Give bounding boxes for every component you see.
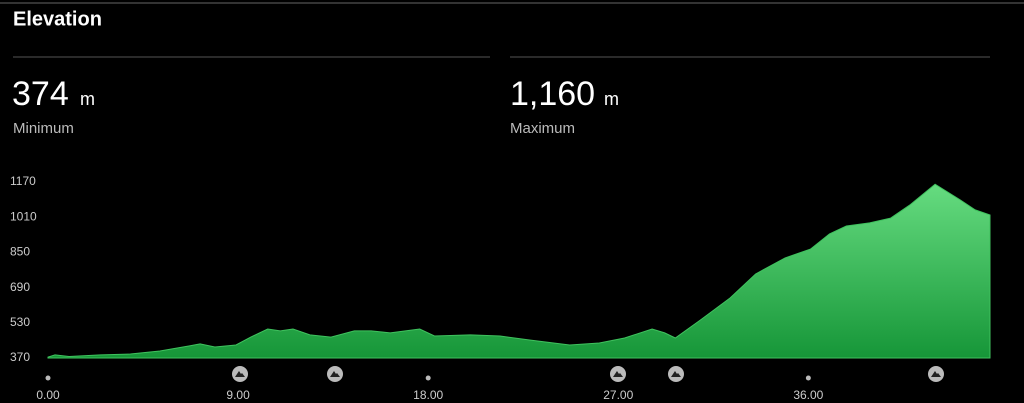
max-label: Maximum	[510, 120, 575, 137]
y-tick-label: 690	[10, 280, 30, 294]
climb-icon	[327, 366, 343, 382]
climb-icon	[232, 366, 248, 382]
y-tick-label: 370	[10, 350, 30, 364]
min-value: 374	[12, 75, 69, 113]
plot: 370 530 690 850 1010 1170 0.00 9.00 18.00 27.00 36…	[10, 174, 991, 402]
y-tick-label: 850	[10, 245, 30, 259]
x-tick-dot	[805, 375, 811, 381]
climb-icon	[668, 366, 684, 382]
climb-icons	[232, 366, 944, 382]
x-tick-label: 27.00	[603, 388, 633, 402]
x-tick-label: 18.00	[413, 388, 443, 402]
y-tick-label: 1170	[10, 174, 36, 188]
climb-icon	[928, 366, 944, 382]
x-tick-dot	[425, 375, 431, 381]
min-unit: m	[80, 89, 95, 109]
min-label: Minimum	[13, 120, 74, 137]
x-tick-dot	[45, 375, 51, 381]
y-tick-label: 530	[10, 315, 30, 329]
max-unit: m	[604, 89, 619, 109]
x-tick-label: 9.00	[226, 388, 250, 402]
title: Elevation	[13, 8, 102, 30]
y-tick-label: 1010	[10, 209, 37, 223]
x-tick-label: 36.00	[793, 388, 823, 402]
climb-icon	[610, 366, 626, 382]
elevation-area	[47, 183, 991, 359]
x-tick-label: 0.00	[36, 388, 60, 402]
max-value: 1,160	[510, 75, 595, 113]
